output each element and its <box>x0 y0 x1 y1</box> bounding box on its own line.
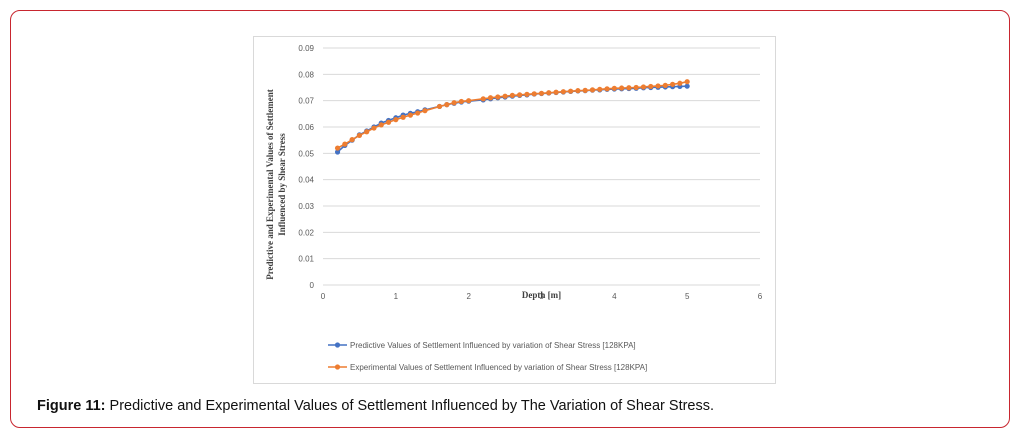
data-point <box>662 82 668 88</box>
data-point <box>684 83 690 89</box>
data-point <box>509 92 515 98</box>
series-2 <box>334 79 690 151</box>
data-point <box>517 92 523 98</box>
x-tick-label: 0 <box>321 292 326 301</box>
data-point <box>640 84 647 90</box>
x-tick-labels: 0 1 2 3 4 5 6 <box>321 292 763 301</box>
data-point <box>655 83 661 89</box>
caption-label: Figure 11: <box>37 398 106 414</box>
data-point <box>582 87 588 93</box>
data-point <box>524 91 530 97</box>
data-point <box>553 89 559 95</box>
y-tick-label: 0 <box>310 281 315 290</box>
data-point <box>626 85 632 91</box>
y-tick-label: 0.06 <box>298 123 314 132</box>
legend-swatch-marker <box>334 342 341 348</box>
data-point <box>400 114 406 120</box>
y-tick-label: 0.04 <box>298 176 314 185</box>
data-point <box>422 108 428 114</box>
chart-container: 0 0.01 0.02 0.03 0.04 0.05 0.06 0.07 0.08 0.09 0 1… <box>253 36 776 384</box>
data-point <box>385 119 392 125</box>
data-point <box>436 103 443 110</box>
data-point <box>670 81 676 87</box>
x-tick-label: 3 <box>539 292 544 301</box>
x-tick-label: 2 <box>466 292 471 301</box>
data-point <box>371 125 377 131</box>
settlement-chart: 0 0.01 0.02 0.03 0.04 0.05 0.06 0.07 0.08 0.09 0 1… <box>265 44 763 372</box>
y-tick-label: 0.07 <box>298 97 314 106</box>
legend-swatch-marker <box>334 364 341 370</box>
y-tick-label: 0.03 <box>298 202 314 211</box>
y-tick-label: 0.08 <box>298 70 314 79</box>
y-axis-title-line2: Influenced by Shear Stress <box>277 133 287 236</box>
data-point <box>568 88 574 94</box>
legend-label: Predictive Values of Settlement Influenc… <box>350 341 636 350</box>
data-point <box>342 141 348 147</box>
y-tick-labels: 0 0.01 0.02 0.03 0.04 0.05 0.06 0.07 0.08 0.09 <box>298 44 314 290</box>
data-point <box>619 85 625 91</box>
x-tick-label: 5 <box>685 292 690 301</box>
data-point <box>597 86 603 92</box>
data-point <box>415 110 421 116</box>
data-point <box>589 87 596 93</box>
caption-text: Predictive and Experimental Values of Se… <box>109 398 715 414</box>
data-point <box>611 85 617 91</box>
data-point <box>560 89 566 95</box>
data-point <box>538 90 545 96</box>
y-tick-label: 0.02 <box>298 228 314 237</box>
data-point <box>487 95 494 101</box>
grid-layer <box>323 47 760 286</box>
data-point <box>546 90 552 96</box>
data-point <box>407 112 413 118</box>
data-point <box>458 98 464 105</box>
data-point <box>480 96 486 102</box>
x-tick-label: 6 <box>758 292 763 301</box>
y-tick-label: 0.09 <box>298 44 314 53</box>
data-point <box>451 100 457 106</box>
x-tick-label: 1 <box>394 292 399 301</box>
y-tick-label: 0.01 <box>298 255 314 264</box>
data-point <box>648 83 654 90</box>
legend-item: Predictive Values of Settlement Influenc… <box>328 341 636 350</box>
data-point <box>502 93 508 99</box>
legend: Predictive Values of Settlement Influenc… <box>328 341 647 372</box>
data-point <box>364 129 370 135</box>
data-point <box>393 117 399 123</box>
data-point <box>633 84 639 91</box>
data-point <box>378 122 384 128</box>
data-point <box>356 132 363 139</box>
data-point <box>495 94 501 100</box>
data-point <box>531 91 537 97</box>
data-point <box>334 149 341 155</box>
data-point <box>444 102 450 108</box>
data-point <box>349 137 355 143</box>
x-tick-label: 4 <box>612 292 617 301</box>
data-point <box>466 98 472 104</box>
legend-item: Experimental Values of Settlement Influe… <box>328 363 647 372</box>
data-point <box>604 86 610 92</box>
y-axis-title-line1: Predictive and Experimental Values of Se… <box>265 89 275 280</box>
data-point <box>575 88 581 94</box>
series-line <box>337 80 688 149</box>
data-point <box>684 79 690 85</box>
figure-caption: Figure 11: Predictive and Experimental V… <box>37 398 714 414</box>
legend-label: Experimental Values of Settlement Influe… <box>350 363 647 372</box>
series-layer <box>334 79 690 155</box>
y-tick-label: 0.05 <box>298 149 314 158</box>
x-axis-title: Depth [m] <box>522 290 561 300</box>
data-point <box>334 145 341 151</box>
data-point <box>677 80 683 86</box>
